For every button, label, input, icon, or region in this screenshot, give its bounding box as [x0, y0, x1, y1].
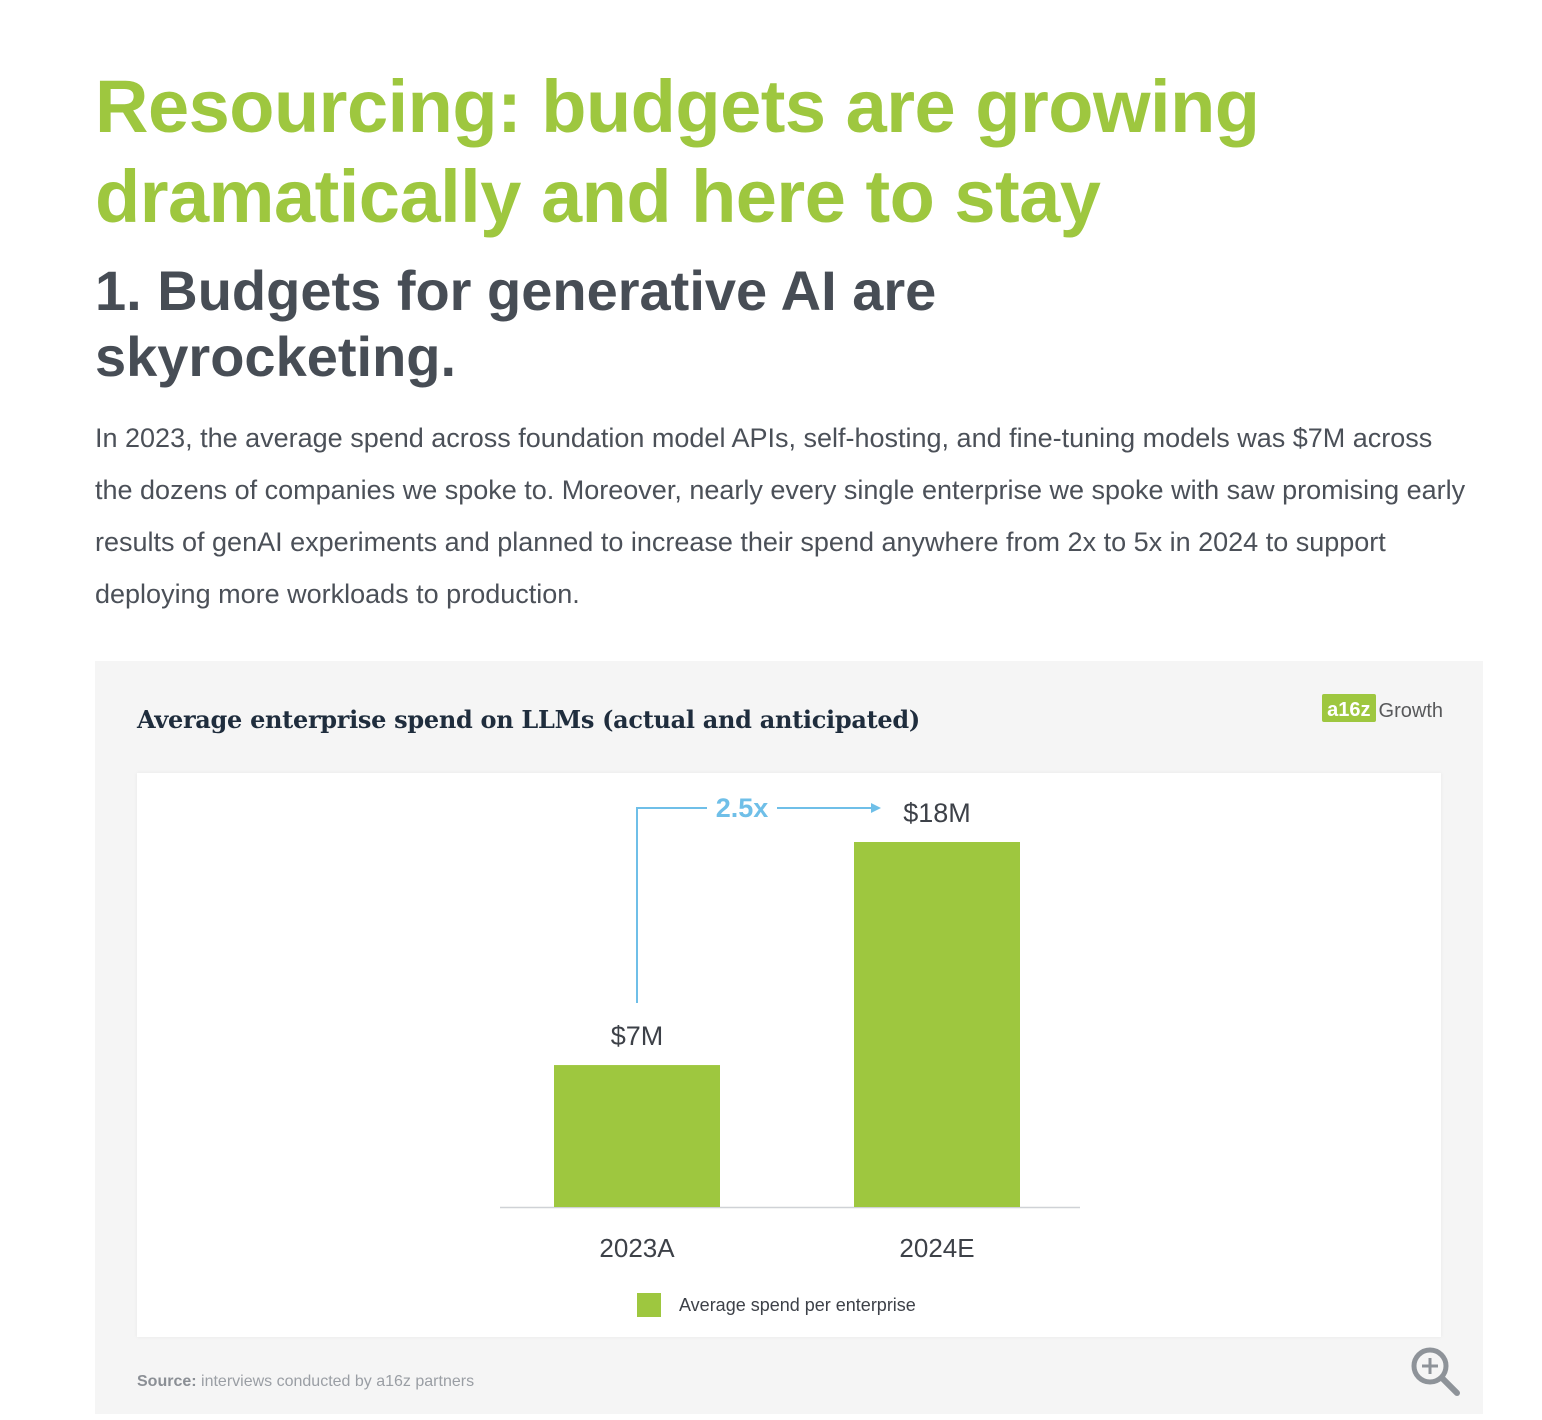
tick-label-2023A: 2023A [599, 1233, 675, 1263]
chart-title: Average enterprise spend on LLMs (actual… [137, 705, 920, 734]
brand-badge: a16z [1322, 694, 1376, 722]
tick-label-2024E: 2024E [899, 1233, 974, 1263]
subheadline: 1. Budgets for generative AI are skyrock… [95, 259, 937, 388]
data-label-2023A: $7M [611, 1021, 664, 1051]
growth-arrow-head [871, 803, 881, 813]
headline: Resourcing: budgets are growing dramatic… [95, 65, 1260, 238]
bar-chart: $7M 2023A $18M 2024E 2.5x [500, 793, 1080, 1263]
brand-word: Growth [1378, 700, 1443, 722]
body-text: In 2023, the average spend across founda… [95, 423, 1466, 609]
source-label: Source: [137, 1373, 197, 1390]
zoom-in-icon[interactable] [1407, 1343, 1463, 1399]
data-label-2024E: $18M [903, 798, 971, 828]
legend-label: Average spend per enterprise [679, 1294, 916, 1315]
bar-2023A [554, 1065, 720, 1207]
chart-panel: Average enterprise spend on LLMs (actual… [95, 661, 1483, 1414]
chart-card: $7M 2023A $18M 2024E 2.5x Average spend per … [137, 773, 1441, 1337]
bar-2024E [854, 842, 1020, 1207]
growth-arrow-line [636, 807, 707, 1004]
brand-logo: a16z Growth [1322, 694, 1443, 722]
legend-swatch [637, 1293, 661, 1317]
source-text: interviews conducted by a16z partners [201, 1373, 475, 1390]
growth-annotation: 2.5x [716, 793, 769, 823]
source-note: Source: interviews conducted by a16z par… [137, 1373, 474, 1391]
chart-legend: Average spend per enterprise [637, 1293, 916, 1317]
